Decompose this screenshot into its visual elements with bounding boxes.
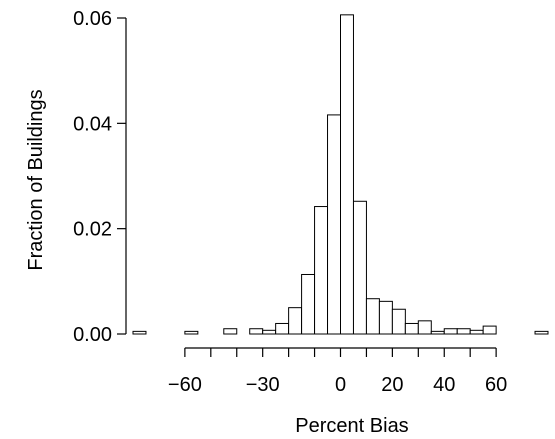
histogram-bar [340,14,354,335]
histogram-bar [352,200,367,335]
histogram-bar [404,322,419,335]
x-axis-title: Percent Bias [295,415,408,437]
y-tick-label: 0.00 [73,324,112,346]
histogram-bar [443,328,458,335]
histogram-bar [378,300,393,335]
x-tick-label: −60 [168,374,202,396]
x-tick-label: 0 [335,374,346,396]
x-tick-label: 60 [485,374,507,396]
histogram-bar [430,330,445,335]
histogram-bar [327,114,341,335]
histogram-bar [314,206,329,335]
histogram-bar [288,307,303,335]
y-tick-label: 0.06 [73,8,112,30]
histogram-bar [262,329,277,335]
histogram-bar [275,322,290,335]
histogram-bar [223,328,238,335]
histogram-bars [132,14,549,335]
histogram-bar [365,298,380,335]
x-tick-label: −30 [246,374,280,396]
x-tick-label: 40 [433,374,455,396]
histogram-bar [391,308,406,335]
histogram-bar [132,330,147,335]
histogram-bar [249,328,264,335]
y-axis-title: Fraction of Buildings [25,89,47,270]
x-axis: −60 −30 0 20 40 60 [168,347,507,396]
histogram-bar [301,273,316,335]
histogram-bar [184,330,199,335]
x-tick-label: 20 [381,374,403,396]
histogram-bar [456,328,471,335]
y-axis: 0.00 0.02 0.04 0.06 [73,8,127,346]
histogram-bar [482,325,497,335]
histogram-bar [469,329,484,335]
histogram-bar [417,320,432,335]
histogram-bar [534,330,549,335]
y-tick-label: 0.02 [73,219,112,241]
y-tick-label: 0.04 [73,113,112,135]
